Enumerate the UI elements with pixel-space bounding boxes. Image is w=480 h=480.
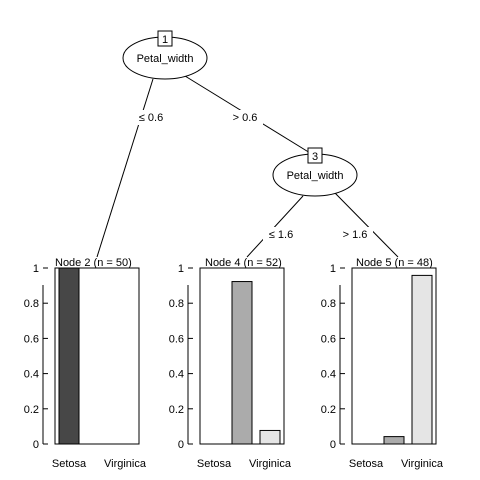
edge-label-bg-1-3 — [227, 110, 263, 125]
terminal-node-4-y-tick-label: 0.4 — [169, 369, 184, 381]
terminal-node-4-y-tick-label: 0.8 — [169, 298, 184, 310]
edge-1-2 — [96, 78, 154, 258]
terminal-node-5: Node 5 (n = 48) 0 0.2 0.4 0.6 0.8 1 Setosa Virgi… — [321, 257, 444, 470]
terminal-node-5-y-tick-label: 0.2 — [321, 404, 336, 416]
terminal-node-2-x-label-setosa: Setosa — [52, 458, 87, 470]
terminal-node-2: Node 2 (n = 50) 0 0.2 0.4 0.6 0.8 1 Setosa Virgi… — [24, 257, 147, 470]
terminal-node-2-title: Node 2 (n = 50) — [55, 257, 132, 269]
inner-node-1-label: Petal_width — [137, 53, 194, 65]
terminal-node-5-y-tick-label: 0.4 — [321, 369, 336, 381]
edge-3-4 — [246, 195, 304, 258]
terminal-node-5-y-tick-label: 0.6 — [321, 333, 336, 345]
terminal-node-4-x-label-virginica: Virginica — [249, 458, 292, 470]
inner-node-1-id: 1 — [162, 34, 168, 46]
edge-label-bg-1-2 — [133, 110, 169, 125]
terminal-node-2-y-tick-label: 0.4 — [24, 369, 39, 381]
inner-node-3-id: 3 — [312, 151, 318, 163]
terminal-node-4-y-tick-label: 0 — [178, 439, 184, 451]
tree-edges: ≤ 0.6 > 0.6 ≤ 1.6 > 1.6 — [96, 75, 399, 258]
terminal-node-2-bar-setosa — [58, 267, 80, 445]
inner-node-1-id-box — [157, 30, 173, 47]
terminal-node-5-bar-virginica — [411, 274, 433, 445]
terminal-node-4-x-label-setosa: Setosa — [197, 458, 232, 470]
terminal-node-5-y-tick-label: 0 — [330, 439, 336, 451]
terminal-node-5-x-label-virginica: Virginica — [401, 458, 444, 470]
terminal-node-2-y-tick-label: 0.2 — [24, 404, 39, 416]
terminal-node-4: Node 4 (n = 52) 0 0.2 0.4 0.6 0.8 1 Setosa Virgi… — [169, 257, 292, 470]
terminal-node-2-y-tick-label: 1 — [33, 263, 39, 275]
terminal-node-5-title: Node 5 (n = 48) — [356, 257, 433, 269]
edge-3-5 — [334, 192, 399, 258]
edge-label-bg-3-5 — [337, 227, 373, 242]
edge-label-3-4: ≤ 1.6 — [269, 229, 293, 241]
terminal-panels: Node 2 (n = 50) 0 0.2 0.4 0.6 0.8 1 Setosa Virgi… — [24, 257, 444, 470]
inner-node-3-id-box — [307, 147, 323, 164]
edge-label-1-3: > 0.6 — [233, 112, 258, 124]
terminal-node-4-title: Node 4 (n = 52) — [205, 257, 282, 269]
edge-label-3-5: > 1.6 — [343, 229, 368, 241]
terminal-node-5-x-label-setosa: Setosa — [349, 458, 384, 470]
terminal-node-2-y-tick-label: 0.8 — [24, 298, 39, 310]
terminal-node-4-bar-versicolor — [231, 281, 253, 445]
terminal-node-4-bar-virginica — [259, 429, 281, 445]
terminal-node-5-y-tick-label: 1 — [330, 263, 336, 275]
inner-node-3-label: Petal_width — [287, 170, 344, 182]
terminal-node-4-y-tick-label: 0.2 — [169, 404, 184, 416]
terminal-node-5-y-tick-label: 0.8 — [321, 298, 336, 310]
terminal-node-4-y-tick-label: 0.6 — [169, 333, 184, 345]
terminal-node-2-y-tick-label: 0 — [33, 439, 39, 451]
inner-nodes: 1 Petal_width 3 Petal_width — [122, 30, 358, 197]
edge-label-bg-3-4 — [263, 227, 299, 242]
edge-label-1-2: ≤ 0.6 — [139, 112, 163, 124]
terminal-node-5-bar-versicolor — [383, 436, 405, 445]
terminal-node-2-x-label-virginica: Virginica — [104, 458, 147, 470]
terminal-node-4-y-tick-label: 1 — [178, 263, 184, 275]
terminal-node-2-y-tick-label: 0.6 — [24, 333, 39, 345]
